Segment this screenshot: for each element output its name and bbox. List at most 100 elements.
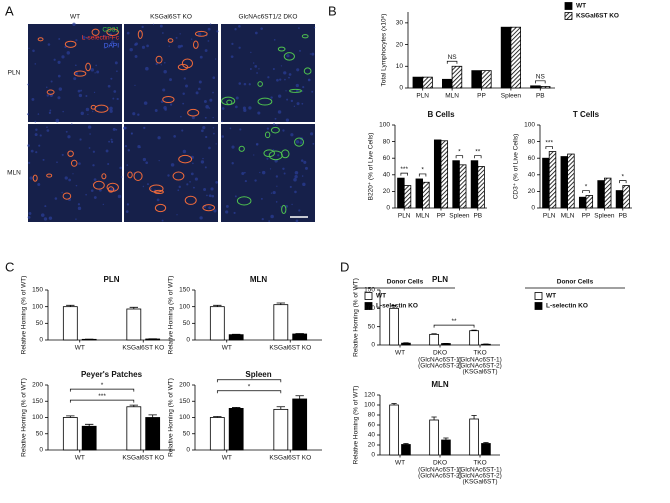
bar (622, 185, 630, 209)
y-tick-label: 50 (183, 320, 191, 327)
nucleus (31, 97, 35, 101)
x-tick-sublabel: (KSGal6ST) (462, 479, 497, 486)
legend-label: WT (376, 293, 386, 300)
bar (401, 444, 411, 456)
bar (530, 85, 541, 89)
nucleus (130, 132, 134, 135)
error-bar (66, 415, 75, 418)
vessel (264, 131, 271, 139)
nucleus (102, 34, 106, 38)
nucleus (126, 31, 130, 35)
y-tick-label: 50 (368, 323, 376, 330)
nucleus (110, 188, 114, 192)
nucleus (112, 97, 115, 100)
nucleus (282, 129, 285, 132)
x-tick-label: KSGal6ST KO (269, 455, 311, 462)
x-tick-sublabel: (GlcNAc6ST-1) (458, 467, 502, 474)
nucleus (107, 84, 111, 88)
x-tick-sublabel: (GlcNAc6ST-2) (458, 473, 502, 480)
significance-bracket (582, 190, 590, 194)
bar (389, 307, 399, 346)
x-tick-label: TKO (473, 350, 486, 357)
nucleus (234, 28, 237, 31)
nucleus (27, 144, 31, 147)
nucleus (90, 68, 94, 72)
bar (228, 407, 244, 451)
y-axis-label: Relative Homing (% of WT) (353, 278, 360, 357)
nucleus (209, 23, 212, 25)
nucleus (261, 170, 266, 175)
nucleus (152, 23, 155, 26)
nucleus (208, 146, 211, 150)
x-tick-label: MLN (445, 93, 459, 100)
y-tick-label: 100 (32, 303, 43, 310)
nucleus (146, 183, 149, 186)
nucleus (272, 123, 276, 126)
nucleus (255, 142, 259, 146)
y-tick-label: 80 (368, 412, 376, 419)
nucleus (307, 78, 311, 82)
bar (458, 164, 467, 209)
nucleus (294, 175, 298, 179)
legend-swatch (534, 292, 543, 300)
vessel (301, 34, 309, 39)
nucleus (205, 105, 209, 109)
column-header: GlcNAc6ST1/2 DKO (239, 14, 298, 21)
x-tick-sublabel: (GlcNAc6ST-1) (458, 357, 502, 364)
bar (62, 417, 78, 451)
nucleus (150, 188, 153, 190)
nucleus (214, 58, 217, 60)
nucleus (208, 206, 212, 210)
nucleus (27, 215, 31, 219)
nucleus (270, 96, 273, 99)
nucleus (110, 77, 113, 80)
nucleus (182, 149, 187, 154)
nucleus (134, 55, 138, 58)
y-tick-label: 100 (179, 303, 190, 310)
vessel (177, 63, 189, 71)
micrograph (221, 124, 315, 222)
nucleus (186, 183, 189, 186)
bar (273, 304, 289, 341)
vessel (32, 174, 38, 182)
x-tick-sublabel: (GlcNAc6ST-2) (418, 473, 462, 480)
x-tick-sublabel: (GlcNAc6ST-2) (418, 363, 462, 370)
bar (429, 333, 439, 346)
y-tick-label: 150 (32, 398, 43, 405)
nucleus (39, 134, 42, 137)
nucleus (309, 53, 312, 55)
panel-label: A (5, 3, 14, 18)
nucleus (161, 32, 164, 34)
bar (441, 439, 451, 456)
nucleus (260, 197, 263, 200)
error-bar (213, 416, 222, 418)
bar (422, 76, 433, 89)
nucleus (126, 203, 130, 206)
error-bar (129, 404, 139, 407)
nucleus (42, 158, 45, 161)
bar (412, 76, 424, 89)
nucleus (296, 68, 300, 72)
y-tick-label: 150 (179, 287, 190, 294)
chart-title: B Cells (427, 110, 455, 119)
nucleus (253, 154, 255, 156)
significance-bracket (418, 173, 427, 177)
nucleus (46, 129, 50, 132)
nucleus (176, 214, 178, 216)
vessel (93, 180, 105, 190)
bar (273, 408, 289, 451)
panel-label: D (340, 259, 349, 274)
nucleus (48, 216, 53, 220)
y-tick-label: 120 (364, 392, 375, 399)
nucleus (197, 32, 202, 36)
nucleus (77, 203, 81, 206)
nucleus (168, 45, 170, 47)
nucleus (260, 27, 263, 30)
nucleus (238, 24, 241, 28)
nucleus (37, 182, 41, 186)
bar (548, 151, 557, 209)
significance-bracket (69, 388, 135, 392)
x-tick-label: PP (437, 213, 446, 220)
y-tick-label: 0 (39, 337, 43, 344)
